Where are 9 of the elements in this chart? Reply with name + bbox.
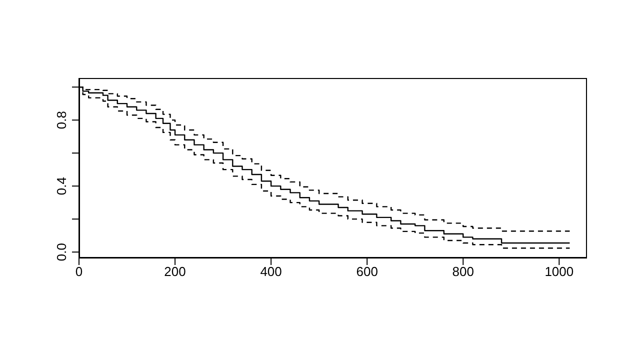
x-tick-label: 400 (260, 264, 282, 280)
y-tick-label: 0.4 (54, 177, 69, 196)
x-tick-label: 1000 (544, 264, 574, 280)
y-tick-label: 0.8 (54, 111, 69, 130)
y-tick-label: 0.0 (54, 243, 69, 262)
x-tick-label: 0 (75, 264, 83, 280)
x-tick-label: 800 (452, 264, 474, 280)
x-tick-label: 200 (164, 264, 186, 280)
x-tick-label: 600 (356, 264, 378, 280)
